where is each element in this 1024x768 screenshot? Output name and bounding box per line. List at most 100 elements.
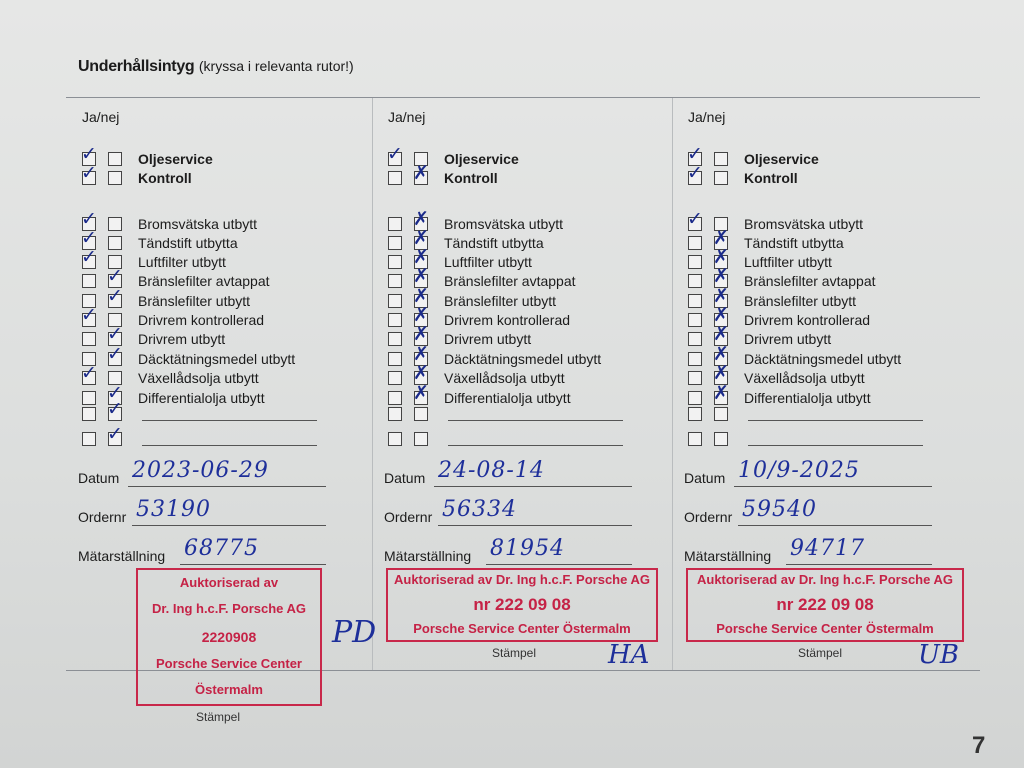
order-label: Ordernr: [78, 509, 127, 525]
nej-checkbox[interactable]: ✗: [413, 364, 429, 385]
nej-checkbox[interactable]: ✓: [107, 400, 123, 421]
ja-checkbox[interactable]: [388, 255, 402, 269]
order-value[interactable]: 59540: [742, 497, 817, 522]
nej-checkbox[interactable]: [714, 407, 728, 421]
nej-checkbox[interactable]: ✓: [107, 287, 123, 308]
ja-checkbox[interactable]: [388, 332, 402, 346]
nej-checkbox[interactable]: [714, 217, 728, 231]
nej-checkbox[interactable]: [108, 217, 122, 231]
nej-checkbox[interactable]: ✗: [413, 210, 429, 231]
ja-checkbox[interactable]: [388, 217, 402, 231]
nej-checkbox[interactable]: ✓: [107, 384, 123, 405]
ja-checkbox[interactable]: [688, 391, 702, 405]
nej-checkbox[interactable]: [108, 371, 122, 385]
nej-checkbox[interactable]: ✓: [107, 425, 123, 446]
blank-line: [142, 444, 317, 446]
order-value[interactable]: 53190: [136, 497, 211, 522]
ja-checkbox[interactable]: ✓: [81, 145, 97, 166]
ja-checkbox[interactable]: ✓: [687, 210, 703, 231]
nej-checkbox[interactable]: [414, 407, 428, 421]
ja-checkbox[interactable]: ✓: [81, 210, 97, 231]
ja-checkbox[interactable]: [82, 352, 96, 366]
cross-mark-icon: ✗: [413, 362, 429, 384]
nej-checkbox[interactable]: ✓: [107, 267, 123, 288]
nej-checkbox[interactable]: [714, 152, 728, 166]
ja-checkbox[interactable]: [688, 407, 702, 421]
nej-checkbox[interactable]: ✗: [413, 267, 429, 288]
nej-checkbox[interactable]: ✗: [413, 164, 429, 185]
odometer-value[interactable]: 81954: [490, 536, 565, 561]
ja-checkbox[interactable]: [388, 294, 402, 308]
nej-checkbox[interactable]: [414, 432, 428, 446]
nej-checkbox[interactable]: [414, 152, 428, 166]
ja-checkbox[interactable]: [82, 391, 96, 405]
nej-checkbox[interactable]: ✗: [713, 267, 729, 288]
odometer-value[interactable]: 68775: [184, 536, 259, 561]
date-value[interactable]: 10/9-2025: [738, 458, 860, 483]
date-value[interactable]: 2023-06-29: [132, 458, 269, 483]
ja-checkbox[interactable]: [688, 255, 702, 269]
check-mark-icon: ✓: [81, 246, 97, 268]
ja-checkbox[interactable]: ✓: [81, 306, 97, 327]
ja-checkbox[interactable]: [388, 407, 402, 421]
ja-checkbox[interactable]: [82, 332, 96, 346]
date-value[interactable]: 24-08-14: [438, 458, 545, 483]
ja-checkbox[interactable]: ✓: [687, 164, 703, 185]
ja-checkbox[interactable]: ✓: [81, 364, 97, 385]
nej-checkbox[interactable]: ✗: [713, 248, 729, 269]
nej-checkbox[interactable]: ✗: [713, 364, 729, 385]
nej-checkbox[interactable]: [108, 171, 122, 185]
ja-checkbox[interactable]: [82, 432, 96, 446]
ja-checkbox[interactable]: [688, 313, 702, 327]
item-label: Luftfilter utbytt: [444, 254, 532, 270]
stamp-line: nr 222 09 08: [473, 595, 571, 615]
ja-checkbox[interactable]: [82, 407, 96, 421]
ja-checkbox[interactable]: [688, 274, 702, 288]
nej-checkbox[interactable]: [108, 236, 122, 250]
ja-checkbox[interactable]: [688, 236, 702, 250]
ja-checkbox[interactable]: [82, 274, 96, 288]
ja-checkbox[interactable]: ✓: [81, 164, 97, 185]
nej-checkbox[interactable]: ✗: [713, 325, 729, 346]
ja-checkbox[interactable]: [82, 294, 96, 308]
ja-checkbox[interactable]: ✓: [387, 145, 403, 166]
nej-checkbox[interactable]: ✗: [713, 287, 729, 308]
nej-checkbox[interactable]: ✓: [107, 325, 123, 346]
ja-checkbox[interactable]: ✓: [81, 248, 97, 269]
nej-checkbox[interactable]: ✗: [713, 384, 729, 405]
nej-checkbox[interactable]: ✗: [413, 306, 429, 327]
nej-checkbox[interactable]: ✗: [713, 306, 729, 327]
ja-checkbox[interactable]: [688, 332, 702, 346]
ja-checkbox[interactable]: [688, 352, 702, 366]
nej-checkbox[interactable]: ✗: [413, 325, 429, 346]
ja-checkbox[interactable]: [388, 274, 402, 288]
ja-checkbox[interactable]: ✓: [687, 145, 703, 166]
nej-checkbox[interactable]: [714, 171, 728, 185]
ja-checkbox[interactable]: [388, 352, 402, 366]
ja-checkbox[interactable]: [388, 313, 402, 327]
odometer-value[interactable]: 94717: [790, 536, 865, 561]
nej-checkbox[interactable]: ✗: [413, 345, 429, 366]
nej-checkbox[interactable]: [108, 313, 122, 327]
nej-checkbox[interactable]: [714, 432, 728, 446]
nej-checkbox[interactable]: [108, 255, 122, 269]
ja-checkbox[interactable]: [688, 294, 702, 308]
nej-checkbox[interactable]: ✗: [713, 345, 729, 366]
nej-checkbox[interactable]: ✗: [713, 229, 729, 250]
ja-checkbox[interactable]: [688, 432, 702, 446]
ja-checkbox[interactable]: [388, 391, 402, 405]
nej-checkbox[interactable]: ✗: [413, 287, 429, 308]
ja-checkbox[interactable]: [388, 171, 402, 185]
nej-checkbox[interactable]: ✓: [107, 345, 123, 366]
nej-checkbox[interactable]: ✗: [413, 248, 429, 269]
nej-checkbox[interactable]: ✗: [413, 229, 429, 250]
ja-checkbox[interactable]: ✓: [81, 229, 97, 250]
order-value[interactable]: 56334: [442, 497, 517, 522]
ja-checkbox[interactable]: [388, 432, 402, 446]
nej-checkbox[interactable]: [108, 152, 122, 166]
divider: [66, 670, 980, 671]
ja-checkbox[interactable]: [388, 371, 402, 385]
nej-checkbox[interactable]: ✗: [413, 384, 429, 405]
ja-checkbox[interactable]: [388, 236, 402, 250]
ja-checkbox[interactable]: [688, 371, 702, 385]
